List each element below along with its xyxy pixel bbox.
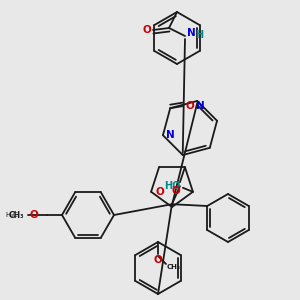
Text: O: O <box>154 255 162 265</box>
Text: O: O <box>172 186 180 196</box>
Text: CH₃: CH₃ <box>8 211 24 220</box>
Text: H₃C: H₃C <box>6 212 18 218</box>
Text: N: N <box>196 101 205 111</box>
Text: N: N <box>166 130 174 140</box>
Text: O: O <box>142 25 152 35</box>
Text: CH₃: CH₃ <box>167 264 181 270</box>
Text: N: N <box>187 28 195 38</box>
Text: O: O <box>186 101 195 111</box>
Text: O: O <box>156 187 164 197</box>
Text: HO: HO <box>164 181 180 191</box>
Text: O: O <box>30 210 38 220</box>
Text: H: H <box>195 30 203 40</box>
